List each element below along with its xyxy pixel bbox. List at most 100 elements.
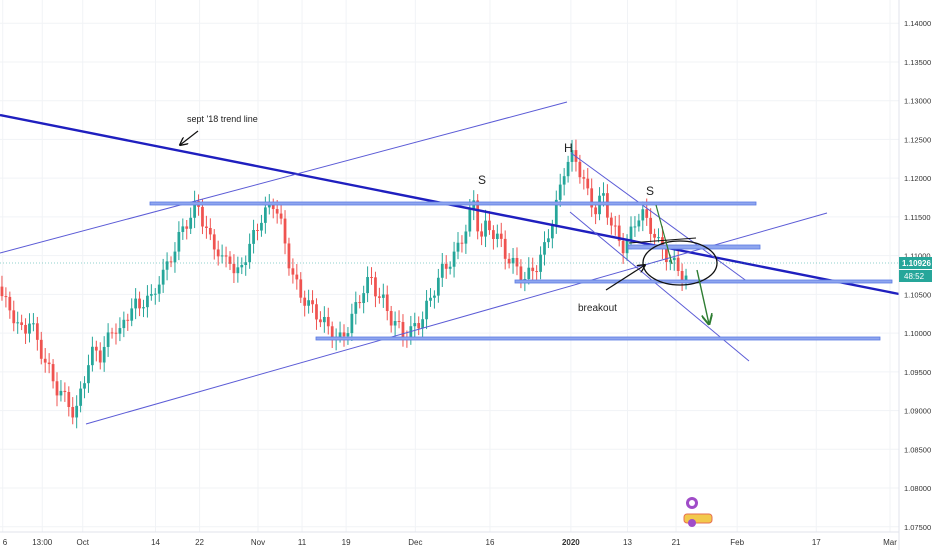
candle-body <box>315 304 318 320</box>
candle-body <box>425 300 428 320</box>
candle-body <box>240 264 244 268</box>
candle-body <box>444 263 448 269</box>
candle-body <box>550 224 554 239</box>
candle-body <box>185 226 189 229</box>
time-tick-label: 13 <box>623 538 632 547</box>
price-tick-label: 1.12000 <box>904 174 931 183</box>
candle-body <box>460 242 464 244</box>
candle-body <box>248 243 252 263</box>
candle-body <box>35 323 39 340</box>
candle-body <box>543 242 546 255</box>
candle-body <box>413 323 417 327</box>
descending-channel-lower[interactable] <box>569 211 750 362</box>
candle-body <box>307 300 310 306</box>
candle-body <box>676 257 680 272</box>
candle-body <box>582 177 586 179</box>
support-low-level[interactable] <box>315 336 881 341</box>
candle-body <box>20 322 23 325</box>
channel-upper-line[interactable] <box>0 101 568 254</box>
candle-body <box>83 383 86 389</box>
candle-body <box>350 313 354 334</box>
candle-body <box>354 302 358 314</box>
candle-body <box>346 333 350 337</box>
candle-body <box>433 295 436 298</box>
candle-body <box>436 277 440 296</box>
candle-body <box>252 229 255 244</box>
candle-body <box>71 406 75 418</box>
time-tick-label: 2020 <box>562 538 580 547</box>
candle-body <box>283 218 287 244</box>
candle-body <box>613 225 617 227</box>
breakout-mark-line <box>628 237 697 244</box>
candle-body <box>201 206 204 227</box>
price-tick-label: 1.09500 <box>904 368 931 377</box>
candle-body <box>440 263 444 278</box>
grid <box>0 0 899 532</box>
price-axis[interactable]: 1.14000 1.13500 1.13000 1.12500 1.12000 1.115… <box>898 0 931 550</box>
events-icon[interactable] <box>683 497 713 527</box>
candle-body <box>79 388 82 406</box>
candle-body <box>480 231 483 237</box>
time-tick-label: Dec <box>408 538 422 547</box>
candle-body <box>362 293 366 304</box>
candle-body <box>633 226 637 228</box>
neckline-high-level[interactable] <box>149 201 757 206</box>
head-label: H <box>564 141 573 155</box>
candle-body <box>236 267 240 274</box>
candle-body <box>232 263 236 274</box>
candle-body <box>641 209 645 221</box>
consolidation-box[interactable] <box>627 244 761 250</box>
candle-body <box>389 311 393 326</box>
candle-body <box>216 249 220 257</box>
drawings: sept '18 trend line breakout S H S <box>0 101 900 425</box>
candle-body <box>476 200 480 232</box>
candle-body <box>169 261 173 263</box>
candle-body <box>594 207 597 215</box>
candle-body <box>358 302 362 304</box>
candle-body <box>28 323 31 334</box>
time-tick-label: Oct <box>76 538 89 547</box>
candle-body <box>397 321 401 323</box>
price-tick-label: 1.14000 <box>904 19 931 28</box>
candle-body <box>429 297 432 301</box>
candle-body <box>668 260 672 263</box>
candle-body <box>114 332 118 334</box>
candle-body <box>303 297 307 306</box>
time-tick-label: 14 <box>151 538 160 547</box>
candles <box>0 139 688 429</box>
breakout-ellipse[interactable] <box>642 240 718 286</box>
time-tick-label: 6 <box>3 538 8 547</box>
candle-body <box>488 220 491 231</box>
candle-body <box>370 277 373 279</box>
candle-body <box>574 150 578 162</box>
candle-body <box>672 257 676 261</box>
candle-body <box>602 193 605 196</box>
candle-body <box>338 332 342 338</box>
candle-body <box>134 298 138 309</box>
candle-body <box>507 258 511 264</box>
candle-body <box>657 237 660 239</box>
candle-body <box>531 267 535 272</box>
candle-body <box>94 346 98 351</box>
candle-body <box>126 319 130 321</box>
candle-body <box>208 227 212 235</box>
candle-body <box>366 277 369 294</box>
bar-countdown: 48:52 <box>904 272 925 281</box>
price-tick-label: 1.08500 <box>904 445 931 454</box>
time-axis[interactable]: 6 13:00 Oct 14 22 Nov 11 19 Dec 16 2020 13 21 Feb 17 Ma… <box>0 531 899 547</box>
candle-body <box>381 294 385 298</box>
candle-body <box>684 275 688 281</box>
candle-body <box>193 201 196 218</box>
candle-body <box>67 391 71 407</box>
candle-body <box>263 207 267 223</box>
candle-body <box>484 220 487 237</box>
left-shoulder-label: S <box>478 173 486 187</box>
candle-body <box>212 234 216 250</box>
breakout-label: breakout <box>578 303 617 314</box>
candle-body <box>260 222 263 231</box>
candle-body <box>558 184 562 200</box>
candle-body <box>330 326 334 340</box>
candle-body <box>295 274 299 280</box>
